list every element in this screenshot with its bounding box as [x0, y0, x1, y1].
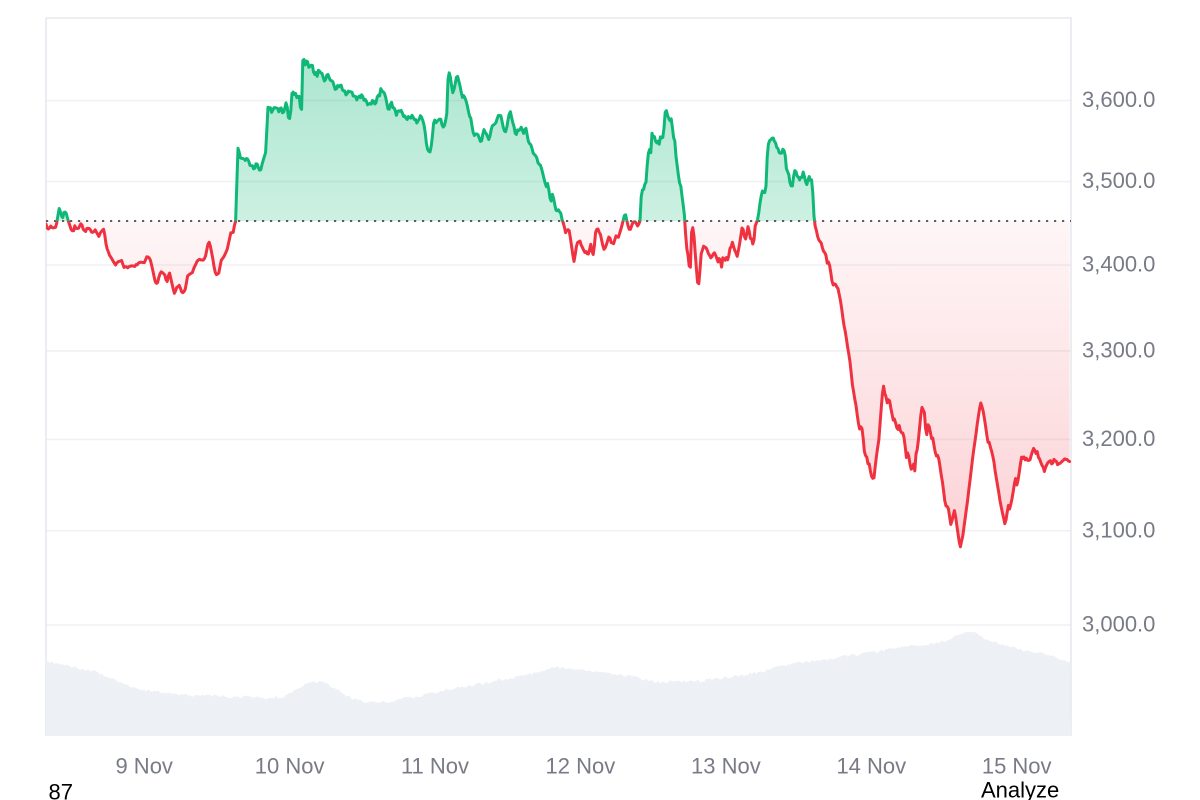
svg-text:9 Nov: 9 Nov — [115, 754, 172, 779]
svg-text:3,000.0: 3,000.0 — [1082, 612, 1155, 637]
svg-text:3,300.0: 3,300.0 — [1082, 338, 1155, 363]
svg-text:3,200.0: 3,200.0 — [1082, 426, 1155, 451]
svg-text:12 Nov: 12 Nov — [546, 754, 616, 779]
svg-text:87: 87 — [49, 780, 73, 800]
svg-text:13 Nov: 13 Nov — [691, 754, 761, 779]
svg-text:3,500.0: 3,500.0 — [1082, 168, 1155, 193]
svg-text:3,400.0: 3,400.0 — [1082, 252, 1155, 277]
svg-text:3,600.0: 3,600.0 — [1082, 87, 1155, 112]
svg-text:11 Nov: 11 Nov — [401, 754, 469, 779]
svg-text:3,100.0: 3,100.0 — [1082, 517, 1155, 542]
svg-text:Analyze: Analyze — [981, 778, 1059, 800]
svg-text:14 Nov: 14 Nov — [836, 754, 906, 779]
svg-text:15 Nov: 15 Nov — [982, 754, 1052, 779]
svg-text:10 Nov: 10 Nov — [255, 754, 325, 779]
